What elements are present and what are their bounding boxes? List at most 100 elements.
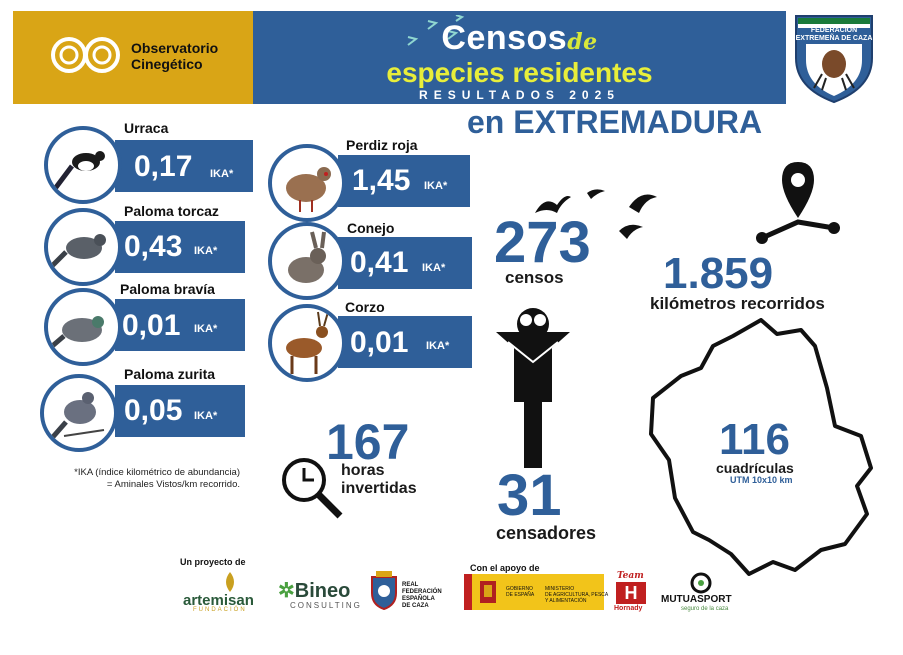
brand-line2: Cinegético (131, 56, 203, 72)
hornady-h-icon: H (616, 582, 646, 604)
rock-dove-icon (48, 316, 104, 350)
birds-icon (407, 15, 465, 46)
rfec-line2: FEDERACIÓN (402, 589, 442, 595)
ministry-line1: MINISTERIO (545, 586, 575, 592)
project-label: Un proyecto de (180, 557, 246, 567)
species-bar-paloma-bravia (115, 299, 245, 351)
footnote-line1: *IKA (índice kilométrico de abundancia) (74, 467, 240, 478)
artemisan-logo: artemisan (183, 592, 254, 609)
km-label: kilómetros recorridos (650, 294, 825, 313)
species-value-corzo: 0,01 (350, 326, 409, 359)
rabbit-icon (288, 231, 326, 283)
species-name-urraca: Urraca (124, 120, 169, 136)
species-name-paloma-bravia: Paloma bravía (120, 281, 215, 297)
title-results: RESULTADOS 2025 (419, 88, 620, 102)
flying-birds-icon (535, 189, 657, 239)
ministry-line3: Y ALIMENTACIÓN (545, 598, 587, 604)
mutuasport-icon (690, 572, 712, 594)
horas-label: horas invertidas (341, 462, 417, 498)
federation-name: FEDERACIÓN EXTREMEÑA DE CAZA (792, 27, 876, 43)
clock-magnifier-icon (282, 458, 343, 519)
extremadura-map (649, 318, 873, 576)
brand-line1: Observatorio (131, 40, 219, 56)
urraca-image (44, 126, 122, 204)
cuadriculas-value: 116 (719, 415, 790, 464)
title-main: Censosde (253, 19, 786, 58)
species-name-perdiz-roja: Perdiz roja (346, 137, 418, 153)
mutuasport-sub: seguro de la caza (681, 606, 729, 612)
species-value-conejo: 0,41 (350, 246, 409, 279)
ministry-line2: DE AGRICULTURA, PESCA (545, 592, 609, 598)
title-band: Censosde especies residentes RESULTADOS … (253, 11, 786, 104)
species-bar-corzo (338, 316, 472, 368)
species-name-corzo: Corzo (345, 299, 385, 315)
roe-deer-icon (286, 311, 329, 374)
horas-value: 167 (326, 414, 410, 470)
wood-pigeon-icon (50, 234, 106, 268)
species-name-paloma-torcaz: Paloma torcaz (124, 203, 219, 219)
team-label: Team (617, 571, 644, 581)
rfec-name: REAL FEDERACIÓN ESPAÑOLA DE CAZA (402, 582, 442, 610)
species-name-conejo: Conejo (347, 220, 395, 236)
species-name-paloma-zurita: Paloma zurita (124, 366, 216, 382)
species-unit-corzo: IKA* (426, 340, 450, 352)
title-sub: especies residentes (386, 57, 653, 88)
title-de: de (567, 29, 598, 55)
artemisan-sub: FUNDACIÓN (193, 607, 247, 613)
bineo-name: Bineo (294, 580, 351, 602)
ika-footnote: *IKA (índice kilométrico de abundancia) … (64, 467, 240, 491)
title-censos: Censos (441, 19, 568, 57)
censos-label: censos (505, 268, 564, 287)
paloma-zurita-image (40, 374, 118, 452)
federation-line2: EXTREMEÑA DE CAZA (795, 35, 873, 42)
hornady-name: Hornady (614, 605, 643, 612)
magpie-icon (52, 151, 105, 192)
observatorio-logo-icon (51, 37, 120, 73)
gov-line2: DE ESPAÑA (506, 592, 535, 598)
brand-name: Observatorio Cinegético (131, 40, 218, 72)
horas-label-line2: invertidas (341, 480, 417, 497)
species-unit-urraca: IKA* (210, 168, 234, 180)
species-bar-paloma-zurita (115, 385, 245, 437)
species-unit-paloma-torcaz: IKA* (194, 245, 218, 257)
conejo-image (268, 222, 346, 300)
support-label: Con el apoyo de (470, 563, 540, 573)
species-bar-conejo (338, 237, 472, 289)
paloma-torcaz-image (44, 208, 122, 286)
bineo-sub: CONSULTING (290, 601, 362, 610)
cuadriculas-label: cuadrículas (716, 460, 794, 476)
horas-label-line1: horas (341, 462, 385, 479)
region-title: en EXTREMADURA (467, 104, 763, 140)
cuadriculas-sub: UTM 10x10 km (730, 475, 793, 485)
gov-name: GOBIERNO DE ESPAÑA (506, 586, 534, 598)
km-value: 1.859 (663, 249, 774, 298)
species-value-paloma-zurita: 0,05 (124, 394, 183, 427)
route-pin-icon (756, 162, 840, 244)
species-unit-paloma-bravia: IKA* (194, 323, 218, 335)
species-value-perdiz-roja: 1,45 (352, 164, 411, 197)
species-value-paloma-torcaz: 0,43 (124, 230, 183, 263)
ministry-name: MINISTERIO DE AGRICULTURA, PESCA Y ALIME… (545, 586, 608, 604)
rfec-crest-icon (371, 571, 397, 611)
mutuasport-name: MUTUASPORT (661, 594, 732, 605)
observer-icon (496, 308, 570, 468)
species-unit-conejo: IKA* (422, 262, 446, 274)
species-value-urraca: 0,17 (134, 150, 193, 183)
species-unit-perdiz-roja: IKA* (424, 180, 448, 192)
federation-shield-icon (795, 15, 873, 104)
species-bar-perdiz-roja (338, 155, 470, 207)
gov-flag-stripe (464, 574, 472, 610)
spain-coat-of-arms-icon (480, 581, 496, 603)
paloma-bravia-image (44, 288, 122, 366)
species-value-paloma-bravia: 0,01 (122, 309, 181, 342)
censadores-value: 31 (497, 463, 562, 528)
rfec-line4: DE CAZA (402, 603, 429, 609)
species-bar-paloma-torcaz (115, 221, 245, 273)
rfec-line3: ESPAÑOLA (402, 596, 435, 602)
federation-line1: FEDERACIÓN (810, 27, 858, 34)
bineo-logo: ✲Bineo (278, 580, 351, 602)
species-bar-urraca (115, 140, 253, 192)
species-unit-paloma-zurita: IKA* (194, 410, 218, 422)
gov-line1: GOBIERNO (506, 586, 533, 592)
censos-value: 273 (494, 210, 591, 275)
